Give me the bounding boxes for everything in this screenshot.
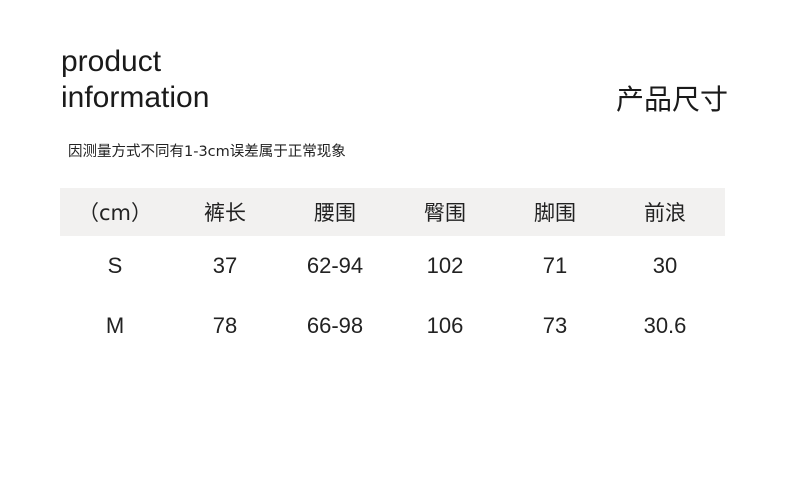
table-cell: S — [107, 253, 123, 278]
title-line-1: product — [61, 45, 162, 78]
table-cell: 78 — [212, 313, 238, 338]
header-cell: 臀围 — [424, 201, 466, 225]
table-cell: 66-98 — [306, 313, 364, 338]
size-table: （cm） 裤长 腰围 臀围 脚围 前浪 S 37 62-94 102 71 30… — [60, 188, 725, 356]
cn-title: 产品尺寸 — [615, 83, 728, 116]
table-row: S 37 62-94 102 71 30 — [60, 236, 725, 296]
header-cell: 脚围 — [534, 201, 576, 225]
table-cell: 73 — [542, 313, 568, 338]
table-cell: 30.6 — [643, 313, 687, 338]
header-cell: 腰围 — [314, 201, 356, 225]
table-cell: 37 — [212, 253, 238, 278]
header-cell: （cm） — [77, 201, 152, 225]
table-cell: M — [105, 313, 125, 338]
table-cell: 106 — [426, 313, 464, 338]
table-cell: 62-94 — [306, 253, 364, 278]
title-line-2: information — [61, 81, 210, 114]
page-title: product information — [61, 44, 209, 116]
header-cell: 前浪 — [644, 201, 686, 225]
table-cell: 30 — [652, 253, 678, 278]
table-header-row: （cm） 裤长 腰围 臀围 脚围 前浪 — [60, 188, 725, 236]
table-cell: 102 — [426, 253, 464, 278]
table-cell: 71 — [542, 253, 568, 278]
measurement-note: 因测量方式不同有1-3cm误差属于正常现象 — [68, 144, 346, 160]
header-cell: 裤长 — [204, 201, 246, 225]
table-row: M 78 66-98 106 73 30.6 — [60, 296, 725, 356]
